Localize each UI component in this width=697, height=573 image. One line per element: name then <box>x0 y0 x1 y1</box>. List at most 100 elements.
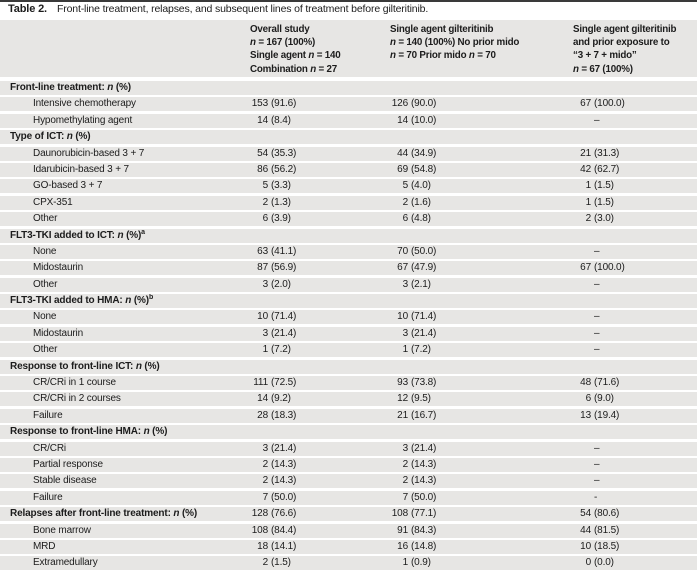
value-cell: 91 (84.3) <box>397 524 437 536</box>
value-cell: 128 (76.6) <box>251 508 297 520</box>
row-label: Extramedullary <box>33 557 98 569</box>
row-label: GO-based 3 + 7 <box>33 180 103 192</box>
value-cell <box>250 81 390 95</box>
value-cell: 69 (54.8) <box>397 163 437 175</box>
row-label: CR/CRi in 1 course <box>33 377 116 389</box>
value-cell: 126 (90.0) <box>391 98 437 110</box>
row-label: Type of ICT: n (%) <box>10 131 91 143</box>
value-cell: 18 (14.1) <box>257 540 297 552</box>
row-label: FLT3-TKI added to ICT: n (%)a <box>10 228 145 241</box>
table-row: Other 3 (2.0) 3 (2.1) – <box>0 277 697 292</box>
value-cell: – <box>594 311 600 323</box>
row-label: Relapses after front-line treatment: n (… <box>10 508 198 520</box>
value-cell: 86 (56.2) <box>257 163 297 175</box>
table-caption-text: Front-line treatment, relapses, and subs… <box>56 3 429 15</box>
value-cell: 111 (72.5) <box>253 377 297 389</box>
value-cell: 67 (100.0) <box>580 262 625 274</box>
table-row: Front-line treatment: n (%) <box>0 81 697 95</box>
table-row: Other 6 (3.9) 6 (4.8) 2 (3.0) <box>0 212 697 227</box>
value-cell: 6 (9.0) <box>585 393 614 405</box>
value-cell <box>390 425 573 439</box>
value-cell: 108 (84.4) <box>251 524 297 536</box>
row-label: Midostaurin <box>33 327 84 339</box>
row-label: Failure <box>33 409 63 421</box>
row-label: Other <box>33 344 58 356</box>
table-row: Midostaurin 87 (56.9) 67 (47.9) 67 (100.0) <box>0 261 697 276</box>
table-body: Front-line treatment: n (%) Intensive che… <box>0 81 697 573</box>
value-cell <box>250 130 390 144</box>
value-cell: 44 (81.5) <box>580 524 620 536</box>
value-cell: 2 (1.5) <box>262 557 291 569</box>
table-row: FLT3-TKI added to HMA: n (%)b <box>0 294 697 309</box>
value-cell: 54 (80.6) <box>580 508 620 520</box>
row-label: Hypomethylating agent <box>33 114 133 126</box>
value-cell: – <box>594 475 600 487</box>
column-header-overall-study: Overall study n = 167 (100%) Single agent … <box>250 24 341 75</box>
value-cell: 54 (35.3) <box>257 147 297 159</box>
table-row: Intensive chemotherapy 153 (91.6) 126 (90.0)… <box>0 97 697 112</box>
value-cell: – <box>594 458 600 470</box>
value-cell: 12 (9.5) <box>397 393 431 405</box>
table-caption-label: Table 2. <box>8 3 47 15</box>
value-cell: 7 (50.0) <box>262 491 297 503</box>
table-row: Extramedullary 2 (1.5) 1 (0.9) 0 (0.0) <box>0 556 697 571</box>
value-cell: 1 (1.5) <box>585 196 614 208</box>
value-cell: 1 (0.9) <box>402 557 431 569</box>
value-cell: 1 (7.2) <box>402 344 431 356</box>
row-label: Response to front-line ICT: n (%) <box>10 360 160 372</box>
value-cell: 93 (73.8) <box>397 377 437 389</box>
table-caption: Table 2. Front-line treatment, relapses, … <box>8 3 693 16</box>
value-cell <box>250 425 390 439</box>
value-cell: 14 (10.0) <box>397 114 437 126</box>
value-cell: - <box>594 491 598 503</box>
table-row: Daunorubicin-based 3 + 7 54 (35.3) 44 (34.9)… <box>0 146 697 161</box>
value-cell: 67 (100.0) <box>580 98 625 110</box>
table-row: FLT3-TKI added to ICT: n (%)a <box>0 228 697 243</box>
value-cell: – <box>594 344 600 356</box>
value-cell <box>390 81 573 95</box>
table-row: None 10 (71.4) 10 (71.4) – <box>0 310 697 325</box>
value-cell: 13 (19.4) <box>580 409 620 421</box>
row-label: Other <box>33 213 58 225</box>
value-cell: – <box>594 278 600 290</box>
value-cell: 14 (8.4) <box>257 114 291 126</box>
value-cell: 42 (62.7) <box>580 163 620 175</box>
value-cell: 108 (77.1) <box>391 508 437 520</box>
value-cell <box>573 425 697 439</box>
value-cell: 14 (9.2) <box>257 393 291 405</box>
value-cell: 2 (1.6) <box>402 196 431 208</box>
table-header-row: Overall study n = 167 (100%) Single agent … <box>0 20 697 77</box>
row-label: None <box>33 245 57 257</box>
value-cell: 48 (71.6) <box>580 377 620 389</box>
header-spacer <box>0 23 250 77</box>
row-label: Failure <box>33 491 63 503</box>
value-cell: 6 (3.9) <box>262 213 291 225</box>
value-cell <box>573 294 697 308</box>
value-cell: 1 (7.2) <box>262 344 291 356</box>
value-cell: 70 (50.0) <box>397 245 437 257</box>
row-label: Response to front-line HMA: n (%) <box>10 426 168 438</box>
table-row: Bone marrow 108 (84.4) 91 (84.3) 44 (81.5) <box>0 523 697 538</box>
value-cell: 63 (41.1) <box>257 245 297 257</box>
table-row: Response to front-line ICT: n (%) <box>0 359 697 374</box>
value-cell: 3 (21.4) <box>262 327 297 339</box>
value-cell: 10 (71.4) <box>257 311 297 323</box>
value-cell: – <box>594 442 600 454</box>
value-cell: 2 (14.3) <box>262 458 297 470</box>
value-cell: 1 (1.5) <box>585 180 614 192</box>
table-row: Failure 7 (50.0) 7 (50.0) - <box>0 490 697 505</box>
value-cell <box>390 360 573 374</box>
row-label: None <box>33 311 57 323</box>
value-cell: 3 (21.4) <box>402 327 437 339</box>
table-row: MRD 18 (14.1) 16 (14.8) 10 (18.5) <box>0 539 697 554</box>
value-cell: 10 (18.5) <box>580 540 620 552</box>
table-row: Stable disease 2 (14.3) 2 (14.3) – <box>0 474 697 489</box>
value-cell: 28 (18.3) <box>257 409 297 421</box>
value-cell <box>250 294 390 308</box>
row-label: MRD <box>33 540 56 552</box>
value-cell: 3 (2.1) <box>402 278 431 290</box>
value-cell: 2 (14.3) <box>262 475 297 487</box>
table-row: GO-based 3 + 7 5 (3.3) 5 (4.0) 1 (1.5) <box>0 179 697 194</box>
row-label: Other <box>33 278 58 290</box>
